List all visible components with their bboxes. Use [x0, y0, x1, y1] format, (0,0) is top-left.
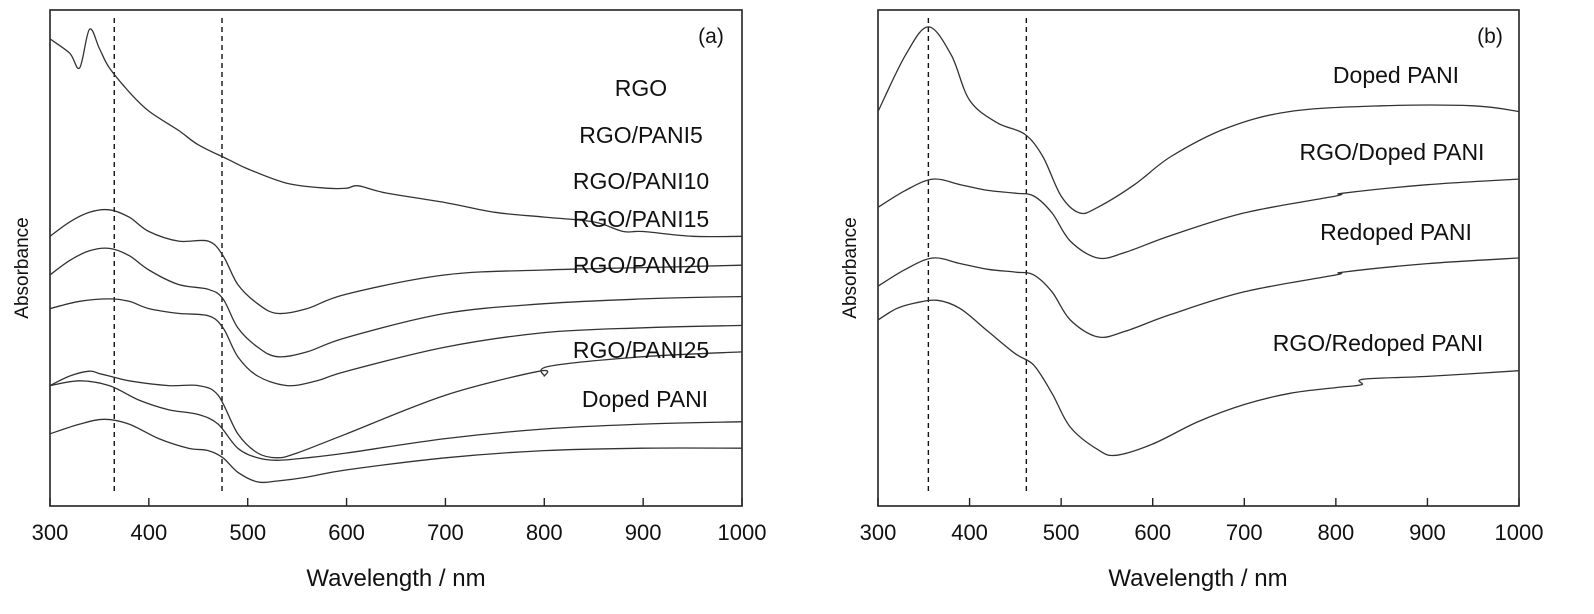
panel-label-b: (b) — [1477, 25, 1503, 48]
series-label-2: RGO/Doped PANI — [1300, 139, 1485, 165]
series-label-6: RGO/PANI25 — [573, 337, 709, 363]
series-label-4: RGO/PANI15 — [573, 206, 709, 232]
x-tick-label: 1000 — [718, 520, 767, 545]
x-axis-title-b: Wavelength / nm — [1108, 565, 1287, 592]
x-tick-label: 300 — [32, 520, 69, 545]
x-tick-label: 800 — [526, 520, 563, 545]
series-line-1 — [877, 26, 1520, 215]
series-line-7 — [49, 418, 743, 484]
series-label-1: Doped PANI — [1333, 62, 1459, 88]
reference-lines-b — [927, 18, 1028, 492]
series-label-7: Doped PANI — [582, 386, 708, 412]
series-label-3: Redoped PANI — [1320, 219, 1472, 245]
series-label-2: RGO/PANI5 — [579, 122, 703, 148]
reference-lines-a — [113, 18, 223, 492]
series-labels-a: RGO RGO/PANI5 RGO/PANI10 RGO/PANI15 RGO/PANI… — [573, 75, 709, 412]
x-axis-title-a: Wavelength / nm — [306, 565, 485, 592]
x-tick-label: 1000 — [1495, 520, 1544, 545]
series-line-2 — [49, 208, 743, 315]
y-axis-title-b: Absorbance — [840, 217, 861, 318]
panel-label-a: (a) — [698, 25, 724, 48]
x-tick-label: 900 — [625, 520, 662, 545]
x-tick-label: 400 — [951, 520, 988, 545]
panel-a: 300 400 500 600 700 800 900 1000 RGORGO/PANI5RG… — [12, 9, 767, 592]
x-tick-label: 300 — [860, 520, 897, 545]
x-tick-label: 600 — [1134, 520, 1171, 545]
x-tick-label: 700 — [427, 520, 464, 545]
x-tick-label: 700 — [1226, 520, 1263, 545]
plot-frame-a — [49, 9, 743, 507]
series-label-4: RGO/Redoped PANI — [1273, 330, 1484, 356]
series-line-4 — [49, 298, 743, 387]
series-line-5 — [49, 351, 743, 459]
series-label-1: RGO — [615, 75, 667, 101]
x-tick-label: 600 — [328, 520, 365, 545]
series-line-3 — [877, 257, 1520, 339]
x-tick-label: 400 — [130, 520, 167, 545]
x-tick-marks-a — [49, 498, 743, 506]
series-line-6 — [49, 380, 743, 461]
x-tick-labels-b: 300 400 500 600 700 800 900 1000 — [860, 520, 1544, 545]
series-label-5: RGO/PANI20 — [573, 252, 709, 278]
series-group-a — [49, 28, 743, 484]
x-tick-label: 900 — [1409, 520, 1446, 545]
x-tick-marks-b — [877, 498, 1520, 506]
panel-b: 300 400 500 600 700 800 900 1000 Doped PANI RGO/… — [840, 9, 1544, 592]
x-tick-label: 800 — [1317, 520, 1354, 545]
series-line-4 — [877, 299, 1520, 457]
series-label-3: RGO/PANI10 — [573, 168, 709, 194]
series-line-1 — [49, 28, 743, 238]
series-group-b — [877, 26, 1520, 457]
y-axis-title-a: Absorbance — [12, 217, 33, 318]
series-line-2 — [877, 178, 1520, 260]
series-labels-b: Doped PANI RGO/Doped PANI Redoped PANI RGO/… — [1273, 62, 1485, 356]
series-line-3 — [49, 247, 743, 358]
x-tick-labels-a: 300 400 500 600 700 800 900 1000 — [32, 520, 767, 545]
x-tick-label: 500 — [1043, 520, 1080, 545]
x-tick-label: 500 — [229, 520, 266, 545]
